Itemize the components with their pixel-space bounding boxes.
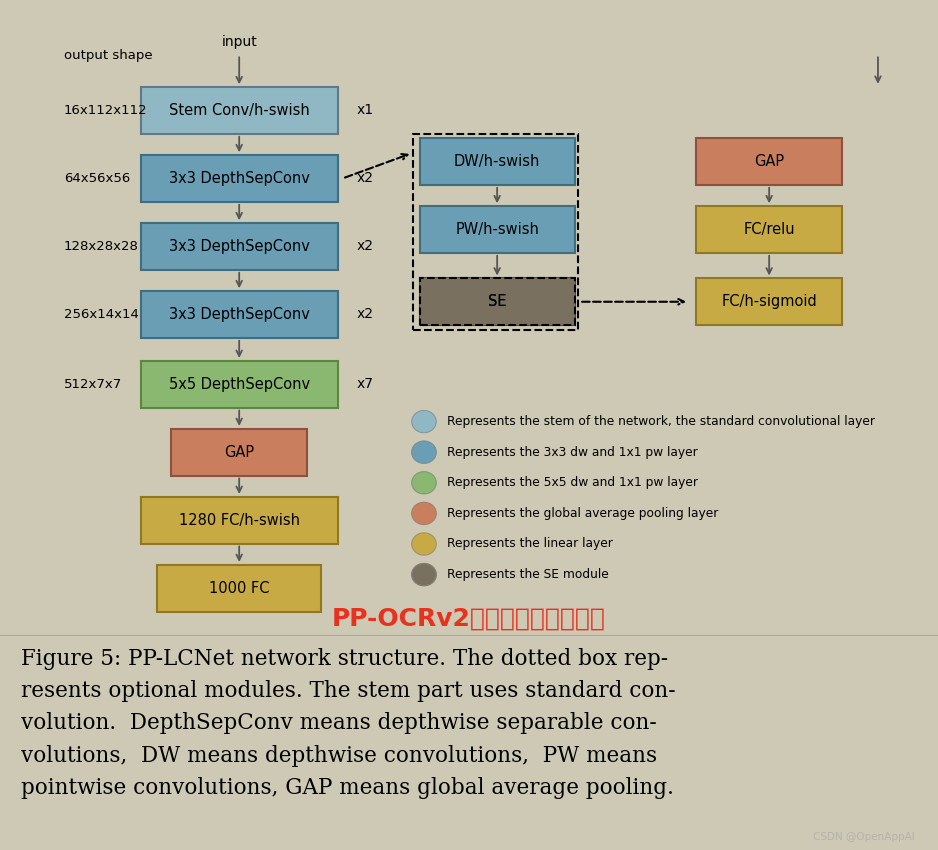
Text: FC/h-sigmoid: FC/h-sigmoid <box>721 294 817 309</box>
FancyBboxPatch shape <box>696 278 841 326</box>
FancyBboxPatch shape <box>141 87 338 134</box>
FancyBboxPatch shape <box>419 207 574 253</box>
Text: input: input <box>221 36 257 49</box>
FancyBboxPatch shape <box>696 207 841 253</box>
FancyBboxPatch shape <box>158 565 321 612</box>
Text: Represents the global average pooling layer: Represents the global average pooling la… <box>447 507 719 520</box>
Circle shape <box>412 502 436 524</box>
FancyBboxPatch shape <box>141 360 338 407</box>
FancyBboxPatch shape <box>696 138 841 184</box>
Text: x2: x2 <box>356 172 373 185</box>
Circle shape <box>412 533 436 555</box>
Text: 128x28x28: 128x28x28 <box>64 240 139 253</box>
Text: GAP: GAP <box>224 445 254 460</box>
Text: Stem Conv/h-swish: Stem Conv/h-swish <box>169 103 310 118</box>
Text: GAP: GAP <box>754 154 784 169</box>
Text: 64x56x56: 64x56x56 <box>64 172 130 185</box>
Text: 3x3 DepthSepConv: 3x3 DepthSepConv <box>169 307 310 322</box>
FancyBboxPatch shape <box>141 224 338 270</box>
Text: 3x3 DepthSepConv: 3x3 DepthSepConv <box>169 239 310 254</box>
Text: Figure 5: PP-LCNet network structure. The dotted box rep-: Figure 5: PP-LCNet network structure. Th… <box>21 648 668 670</box>
Circle shape <box>412 564 436 586</box>
Text: SE: SE <box>488 294 507 309</box>
Text: Represents the 5x5 dw and 1x1 pw layer: Represents the 5x5 dw and 1x1 pw layer <box>447 476 699 490</box>
Text: CSDN @OpenAppAI: CSDN @OpenAppAI <box>813 831 915 842</box>
Text: x1: x1 <box>356 104 373 117</box>
Text: 16x112x112: 16x112x112 <box>64 104 147 117</box>
Circle shape <box>412 472 436 494</box>
Text: FC/relu: FC/relu <box>743 222 795 237</box>
Text: volutions,  DW means depthwise convolutions,  PW means: volutions, DW means depthwise convolutio… <box>21 745 657 767</box>
Text: x2: x2 <box>356 308 373 321</box>
FancyBboxPatch shape <box>419 138 574 184</box>
Text: 1000 FC: 1000 FC <box>209 581 269 596</box>
FancyBboxPatch shape <box>141 291 338 338</box>
Text: PW/h-swish: PW/h-swish <box>455 222 539 237</box>
Text: Represents the stem of the network, the standard convolutional layer: Represents the stem of the network, the … <box>447 415 875 428</box>
Text: Represents the SE module: Represents the SE module <box>447 568 609 581</box>
FancyBboxPatch shape <box>141 155 338 202</box>
Text: resents optional modules. The stem part uses standard con-: resents optional modules. The stem part … <box>21 680 675 702</box>
Text: Represents the 3x3 dw and 1x1 pw layer: Represents the 3x3 dw and 1x1 pw layer <box>447 445 698 459</box>
Text: 256x14x14: 256x14x14 <box>64 308 139 321</box>
Text: DW/h-swish: DW/h-swish <box>454 154 540 169</box>
Text: PP-OCRv2文本识别的主干网络: PP-OCRv2文本识别的主干网络 <box>332 607 606 631</box>
Text: x7: x7 <box>356 377 373 391</box>
Text: 3x3 DepthSepConv: 3x3 DepthSepConv <box>169 171 310 186</box>
Circle shape <box>412 411 436 433</box>
Text: SE: SE <box>488 294 507 309</box>
FancyBboxPatch shape <box>171 428 307 476</box>
Text: Represents the linear layer: Represents the linear layer <box>447 537 613 551</box>
Text: 1280 FC/h-swish: 1280 FC/h-swish <box>179 513 299 528</box>
Circle shape <box>412 441 436 463</box>
Text: volution.  DepthSepConv means depthwise separable con-: volution. DepthSepConv means depthwise s… <box>21 712 657 734</box>
Text: 512x7x7: 512x7x7 <box>64 377 122 391</box>
Text: pointwise convolutions, GAP means global average pooling.: pointwise convolutions, GAP means global… <box>21 777 673 799</box>
FancyBboxPatch shape <box>419 278 574 326</box>
FancyBboxPatch shape <box>419 278 574 326</box>
FancyBboxPatch shape <box>141 496 338 544</box>
Text: x2: x2 <box>356 240 373 253</box>
Text: 5x5 DepthSepConv: 5x5 DepthSepConv <box>169 377 310 392</box>
Text: output shape: output shape <box>64 48 152 62</box>
